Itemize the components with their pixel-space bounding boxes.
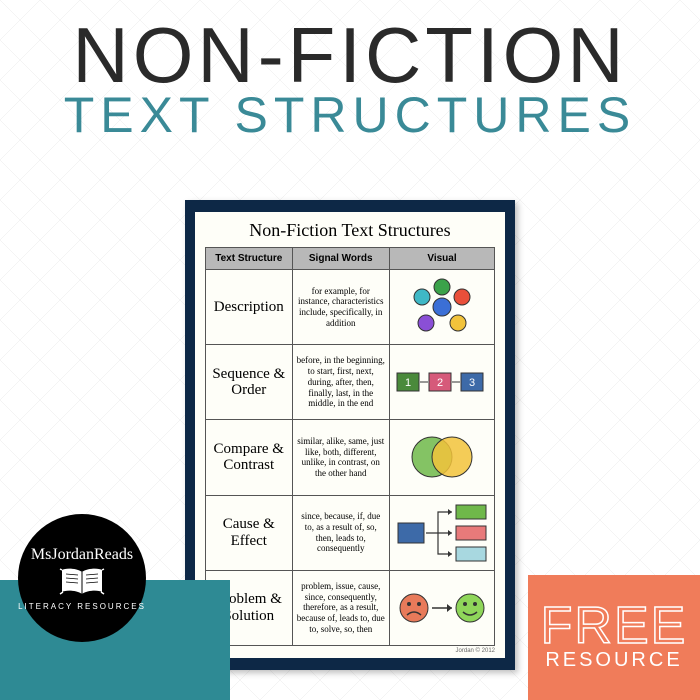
structure-name: Sequence &Order <box>206 345 293 420</box>
structure-name: Cause &Effect <box>206 495 293 570</box>
structures-table: Text Structure Signal Words Visual Descr… <box>205 247 495 646</box>
signal-words: before, in the beginning, to start, firs… <box>292 345 389 420</box>
visual-diagram <box>389 570 494 645</box>
logo-author: MsJordanReads <box>31 546 133 564</box>
free-badge: FREE RESOURCE <box>528 575 700 700</box>
visual-diagram <box>389 270 494 345</box>
resource-text: RESOURCE <box>545 649 682 672</box>
table-header: Signal Words <box>292 248 389 270</box>
table-row: Compare &Contrast similar, alike, same, … <box>206 420 495 495</box>
signal-words: since, because, if, due to, as a result … <box>292 495 389 570</box>
structure-name: Description <box>206 270 293 345</box>
structure-name: Compare &Contrast <box>206 420 293 495</box>
signal-words: for example, for instance, characteristi… <box>292 270 389 345</box>
copyright: Jordan © 2012 <box>205 648 495 654</box>
title-block: NON-FICTION TEXT STRUCTURES <box>0 0 700 140</box>
visual-diagram <box>389 420 494 495</box>
sub-title: TEXT STRUCTURES <box>0 90 700 140</box>
svg-text:3: 3 <box>469 377 475 389</box>
svg-text:1: 1 <box>405 377 411 389</box>
table-header: Text Structure <box>206 248 293 270</box>
table-row: Problem &Solution problem, issue, cause,… <box>206 570 495 645</box>
chart-title: Non-Fiction Text Structures <box>205 220 495 241</box>
logo-tagline: LITERACY RESOURCES <box>18 602 146 611</box>
chart-card: Non-Fiction Text Structures Text Structu… <box>185 200 515 670</box>
svg-text:2: 2 <box>437 377 443 389</box>
open-book-icon <box>56 566 108 600</box>
visual-diagram <box>389 495 494 570</box>
visual-diagram: 1 2 3 <box>389 345 494 420</box>
table-header: Visual <box>389 248 494 270</box>
main-title: NON-FICTION <box>0 18 700 92</box>
table-row: Cause &Effect since, because, if, due to… <box>206 495 495 570</box>
free-text: FREE <box>541 603 688 650</box>
table-row: Description for example, for instance, c… <box>206 270 495 345</box>
signal-words: problem, issue, cause, since, consequent… <box>292 570 389 645</box>
table-row: Sequence &Order before, in the beginning… <box>206 345 495 420</box>
signal-words: similar, alike, same, just like, both, d… <box>292 420 389 495</box>
logo-badge: MsJordanReads LITERACY RESOURCES <box>18 514 146 642</box>
chart-page: Non-Fiction Text Structures Text Structu… <box>195 212 505 658</box>
